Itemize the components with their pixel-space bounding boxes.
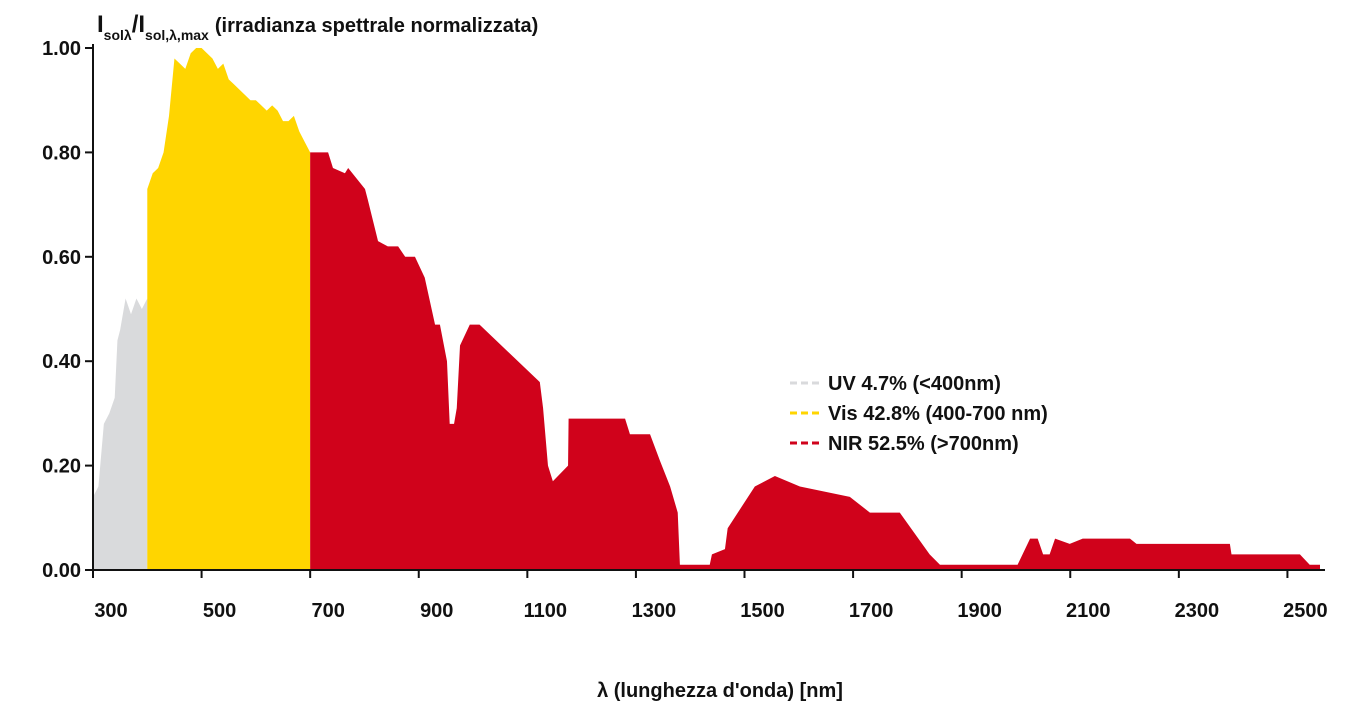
x-tick-label: 2500 [1283, 600, 1328, 622]
y-tick-label: 0.60 [42, 247, 81, 269]
area [310, 152, 1320, 570]
y-label-sub: solλ [104, 27, 132, 43]
x-tick-label: 500 [203, 600, 236, 622]
x-tick-label: 900 [420, 600, 453, 622]
x-tick-label: 2300 [1175, 600, 1220, 622]
y-tick-label: 0.80 [42, 142, 81, 164]
y-label-main: I [97, 11, 104, 38]
x-tick-label: 1100 [524, 600, 567, 622]
legend-label: Vis 42.8% (400-700 nm) [828, 403, 1048, 425]
y-tick-label: 1.00 [42, 38, 81, 60]
y-label-sub2: sol,λ,max [145, 27, 209, 43]
x-axis-label: λ (lunghezza d'onda) [nm] [597, 680, 843, 702]
x-tick-label: 1300 [632, 600, 677, 622]
y-axis-label: Isolλ/Isol,λ,max (irradianza spettrale no… [97, 11, 538, 43]
x-tick-label: 700 [311, 600, 344, 622]
y-tick-label: 0.40 [42, 351, 81, 373]
x-tick-label: 2100 [1066, 600, 1111, 622]
y-label-text: (irradianza spettrale normalizzata) [215, 15, 538, 37]
y-label-main2: /I [132, 11, 145, 38]
x-tick-label: 300 [94, 600, 127, 622]
legend-label: NIR 52.5% (>700nm) [828, 433, 1019, 455]
x-tick-label: 1900 [957, 600, 1002, 622]
area [147, 48, 311, 570]
legend-label: UV 4.7% (<400nm) [828, 373, 1001, 395]
x-tick-label: 1700 [849, 600, 894, 622]
y-tick-label: 0.20 [42, 456, 81, 478]
x-tick-label: 1500 [740, 600, 785, 622]
y-tick-label: 0.00 [42, 560, 81, 582]
area [93, 298, 148, 570]
